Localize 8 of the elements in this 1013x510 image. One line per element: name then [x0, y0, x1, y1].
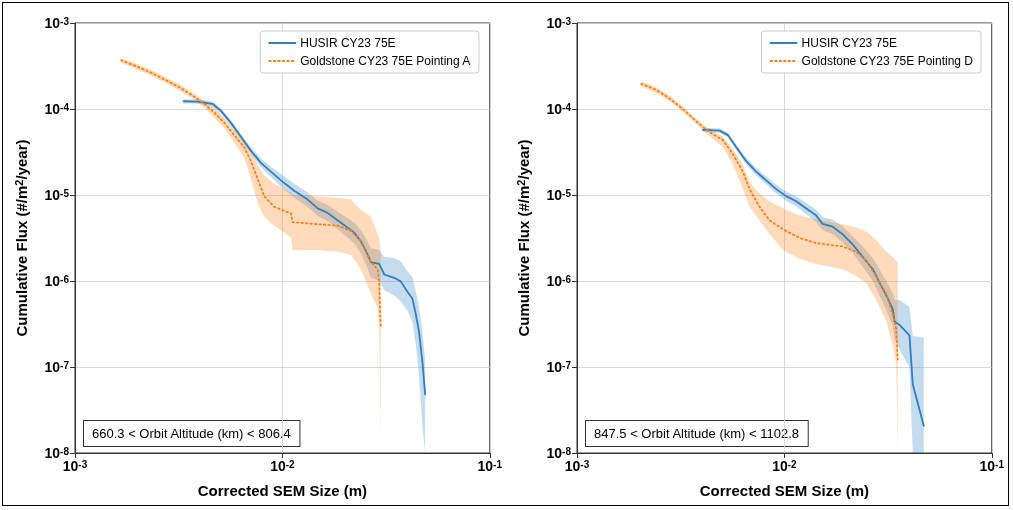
x-axis-title: Corrected SEM Size (m): [197, 482, 367, 499]
legend-label: HUSIR CY23 75E: [300, 36, 396, 50]
annotation: 660.3 < Orbit Altitude (km) < 806.4: [92, 426, 291, 441]
legend-label: Goldstone CY23 75E Pointing A: [300, 54, 471, 68]
annotation: 847.5 < Orbit Altitude (km) < 1102.8: [594, 426, 799, 441]
legend-label: HUSIR CY23 75E: [801, 36, 897, 50]
legend-label: Goldstone CY23 75E Pointing D: [801, 54, 974, 68]
x-axis-title: Corrected SEM Size (m): [699, 482, 869, 499]
